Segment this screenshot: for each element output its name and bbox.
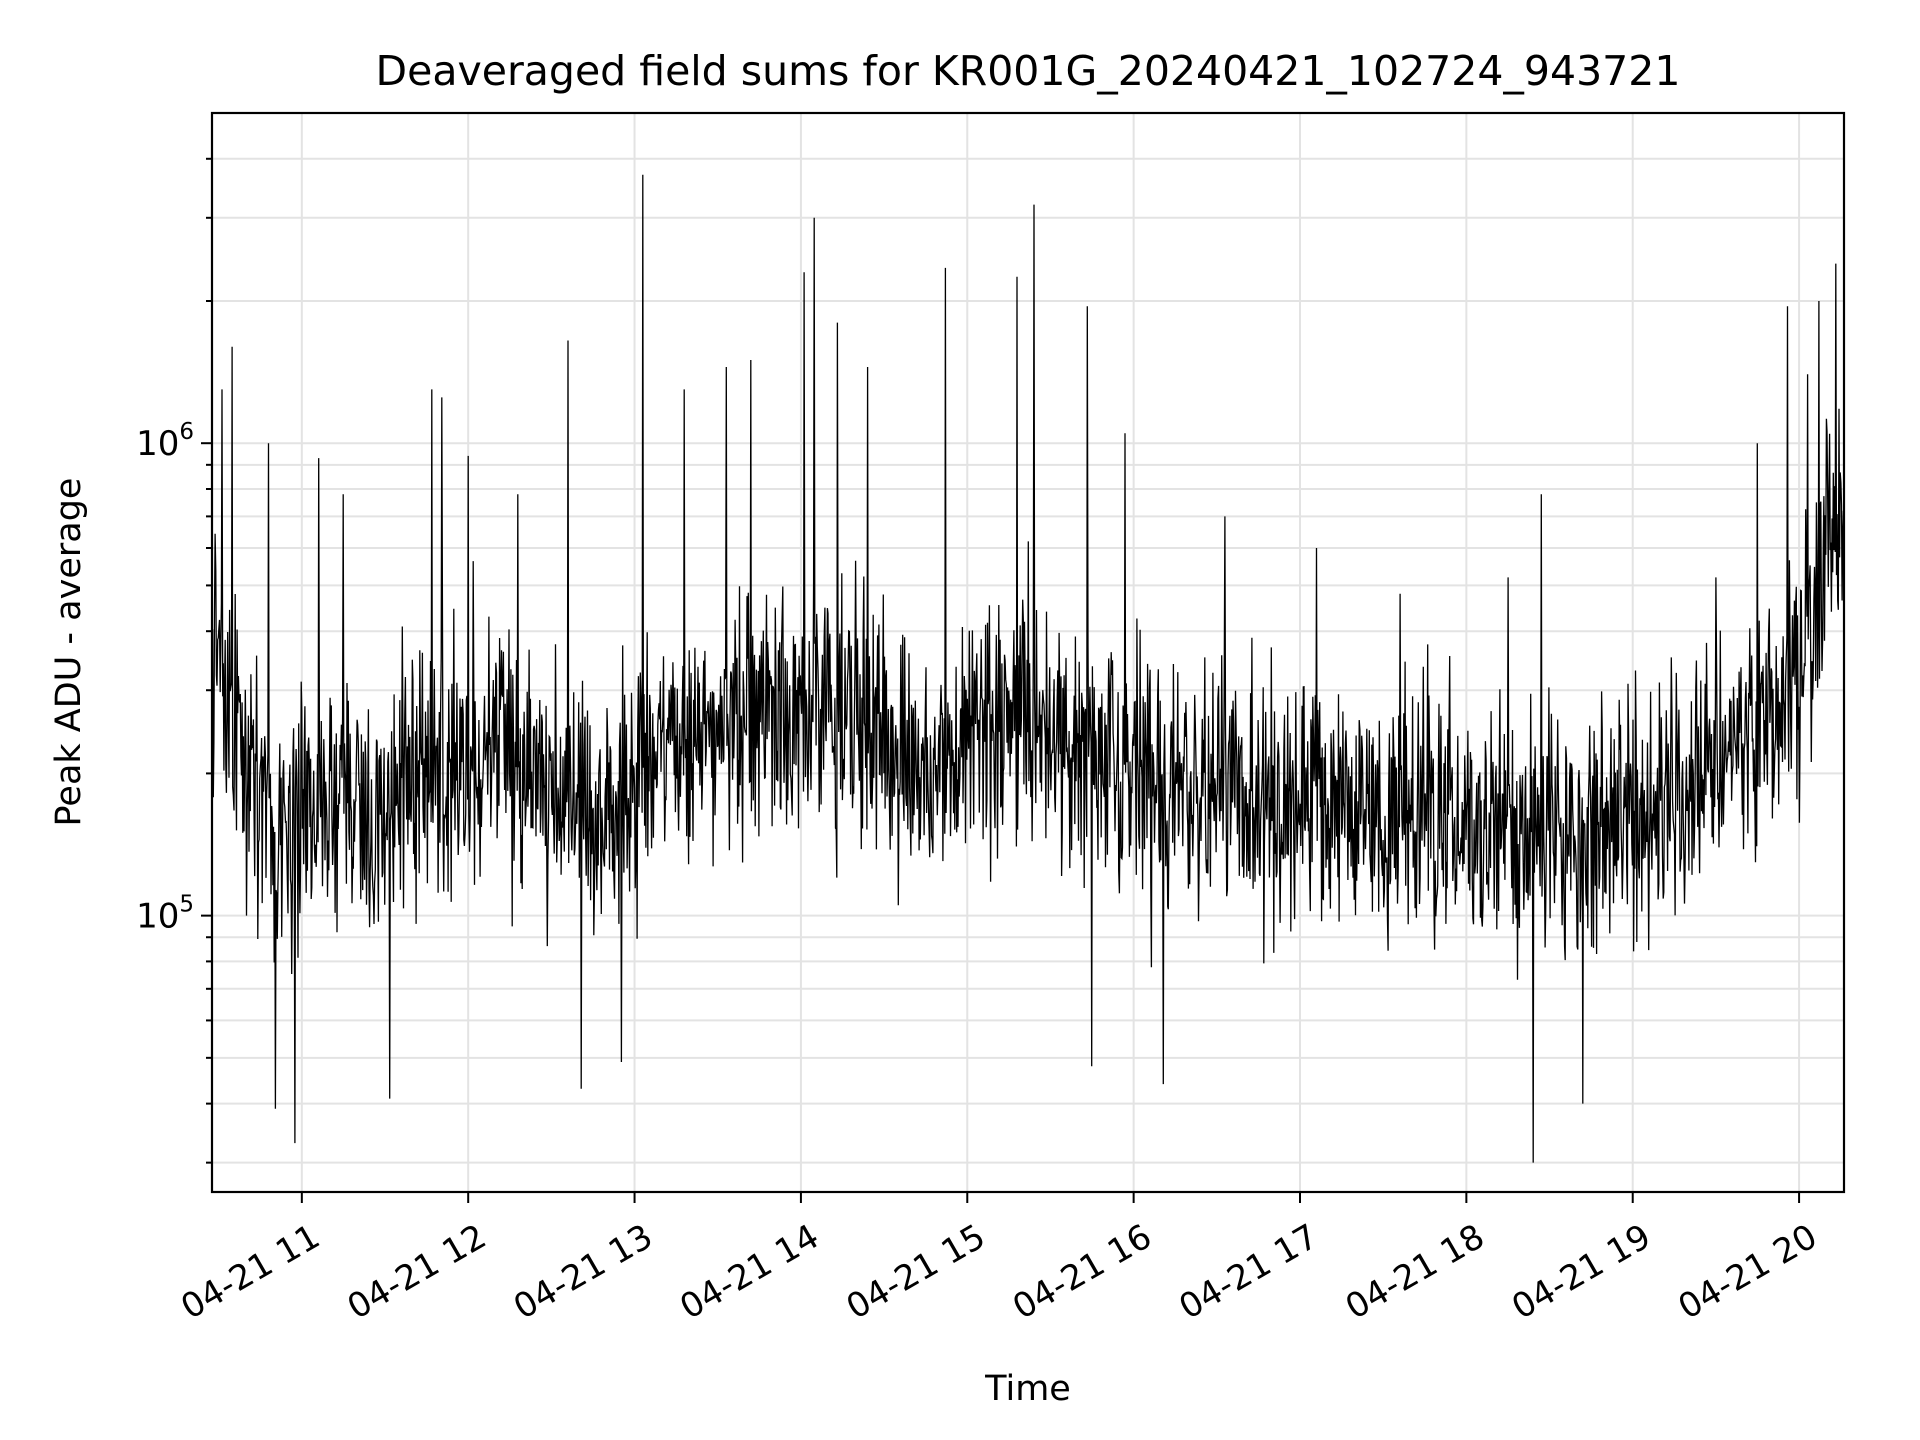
y-axis-ticks: 105 106 [136,157,212,1164]
y-tick-label: 106 [136,419,194,464]
series-line [211,174,1845,1163]
series-path [211,174,1845,1163]
plot-frame [210,111,1846,1194]
x-axis-label: Time [984,1369,1071,1409]
chart-title: Deaveraged field sums for KR001G_2024042… [376,47,1681,95]
y-axis-label: Peak ADU - average [49,478,89,827]
y-tick-label: 105 [136,892,194,937]
